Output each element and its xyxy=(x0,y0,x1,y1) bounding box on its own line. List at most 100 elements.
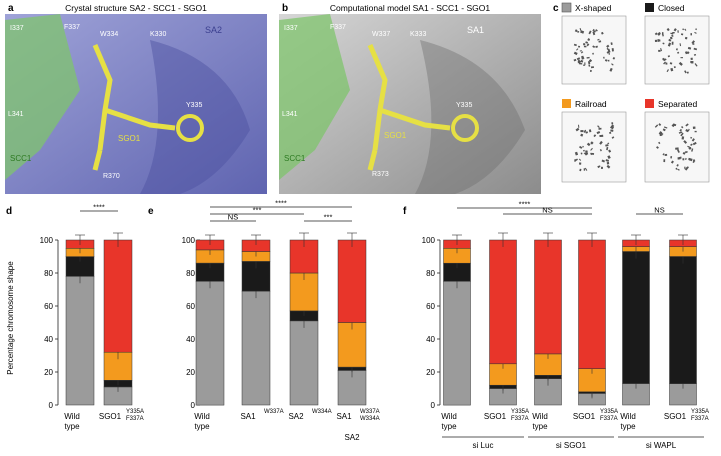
chromosome-speck xyxy=(670,156,673,159)
chromosome-speck xyxy=(604,59,608,62)
panel-a-title: Crystal structure SA2 - SCC1 - SGO1 xyxy=(65,3,207,13)
mutation-label-f-1: F337A xyxy=(511,416,529,422)
chromosome-speck xyxy=(577,59,582,64)
chromosome-speck xyxy=(670,160,674,164)
chromosome-speck xyxy=(664,153,668,157)
chromosome-speck xyxy=(600,31,604,35)
mutation-label-e-2: W334A xyxy=(312,409,332,415)
chromosome-speck xyxy=(580,55,585,60)
chromosome-speck xyxy=(596,130,601,135)
chromosome-speck xyxy=(586,142,591,147)
label-y335-a: Y335 xyxy=(186,102,202,109)
chromosome-speck xyxy=(670,67,674,72)
chromosome-speck xyxy=(658,123,662,126)
chromosome-speck xyxy=(680,132,684,137)
panel-b: b Computational model SA1 - SCC1 - SGO1 … xyxy=(279,0,541,194)
chromosome-speck xyxy=(675,167,678,170)
y-tick-label: 80 xyxy=(426,269,435,278)
chromosome-speck xyxy=(580,30,585,34)
chromosome-speck xyxy=(668,38,672,42)
chromosome-speck xyxy=(687,145,690,148)
mutation-label-d-1: F337A xyxy=(126,416,144,422)
chromosome-speck xyxy=(585,41,589,44)
chromosome-speck xyxy=(679,128,683,132)
chromosome-speck xyxy=(597,38,600,41)
group-label: si SGO1 xyxy=(556,441,587,450)
chromosome-speck xyxy=(580,152,583,155)
label-scc1-a: SCC1 xyxy=(10,154,32,163)
label-w334-a: W334 xyxy=(100,31,118,38)
category-label-f-5: SGO1 xyxy=(664,412,687,421)
chromosome-speck xyxy=(573,51,578,56)
chromosome-speck xyxy=(578,45,581,48)
chromosome-speck xyxy=(686,166,689,169)
chromosome-speck xyxy=(599,140,603,145)
chromosome-speck xyxy=(576,57,581,61)
chromosome-speck xyxy=(675,48,678,51)
sgo1-ring-a xyxy=(176,114,204,142)
label-y335-b: Y335 xyxy=(456,102,472,109)
chromosome-speck xyxy=(683,140,688,144)
chromosome-speck xyxy=(687,128,690,132)
chromosome-speck xyxy=(673,28,677,32)
chromosome-speck xyxy=(588,64,591,67)
chromosome-speck xyxy=(657,32,661,36)
panel-letter-f: f xyxy=(403,206,407,217)
chromosome-speck xyxy=(595,29,598,32)
chromosome-speck xyxy=(580,130,584,133)
label-sgo1-b: SGO1 xyxy=(384,131,407,140)
sgo1-ring-b xyxy=(451,114,479,142)
chromosome-speck xyxy=(690,57,693,61)
bar-railroad-e-3 xyxy=(337,322,367,368)
chromosome-speck xyxy=(609,67,613,72)
label-scc1-b: SCC1 xyxy=(284,154,306,163)
chromosome-speck xyxy=(691,40,696,45)
chromosome-speck xyxy=(574,29,578,33)
chromosome-speck xyxy=(694,63,698,67)
chromosome-speck xyxy=(612,56,616,60)
chromosome-speck xyxy=(578,62,583,65)
chromosome-speck xyxy=(584,167,588,171)
chromosome-speck xyxy=(662,34,664,37)
chromosome-speck xyxy=(606,44,610,48)
chromosome-speck xyxy=(662,42,665,45)
chromosome-speck xyxy=(654,32,658,36)
significance-label: NS xyxy=(542,206,552,215)
label-k330-a: K330 xyxy=(150,31,166,38)
chromosome-speck xyxy=(680,33,684,36)
chromosome-speck xyxy=(598,40,602,43)
chromosome-speck xyxy=(690,143,693,146)
category-label-f-1: SGO1 xyxy=(484,412,507,421)
category-label-line2: type xyxy=(64,422,80,431)
chromosome-speck xyxy=(588,58,593,63)
y-tick-label: 40 xyxy=(426,335,435,344)
y-tick-label: 40 xyxy=(44,335,53,344)
category-label-f-4: Wild xyxy=(620,412,636,421)
chromosome-speck xyxy=(606,161,610,165)
chromosome-speck xyxy=(580,133,584,137)
bar-xshaped-e-2 xyxy=(289,320,319,406)
chromosome-speck xyxy=(685,129,689,133)
chromosome-speck xyxy=(685,123,689,127)
category-label-f-2: Wild xyxy=(532,412,548,421)
chromosome-speck xyxy=(663,126,668,129)
chromosome-speck xyxy=(574,159,576,162)
chromosome-speck xyxy=(611,136,615,139)
category-label-line2: type xyxy=(441,422,457,431)
chromosome-speck xyxy=(597,125,600,129)
panel-a: a Crystal structure SA2 - SCC1 - SGO1 I3… xyxy=(5,0,267,194)
label-f337-a: F337 xyxy=(64,24,80,31)
chromosome-speck xyxy=(686,71,689,74)
chromosome-speck xyxy=(661,32,664,35)
chromosome-speck xyxy=(606,164,611,169)
chromosome-speckles xyxy=(573,27,698,172)
chromosome-speck xyxy=(611,124,615,128)
chromosome-speck xyxy=(682,28,685,31)
bar-closed-f-4 xyxy=(622,251,650,384)
bar-xshaped-d-0 xyxy=(65,276,95,406)
chromosome-speck xyxy=(605,159,610,162)
label-f337-b: F337 xyxy=(330,24,346,31)
